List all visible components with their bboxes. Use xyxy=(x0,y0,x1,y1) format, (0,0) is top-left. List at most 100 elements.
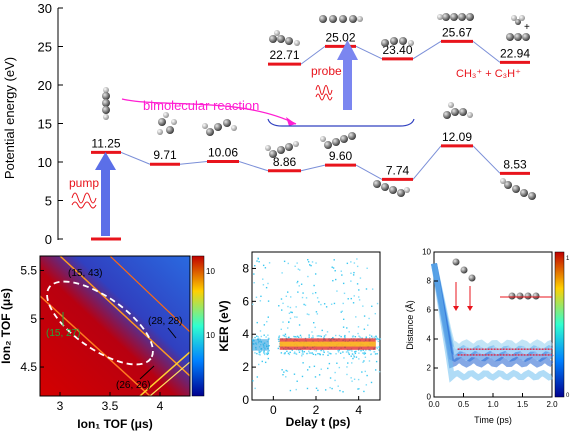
ker-point xyxy=(343,357,345,359)
ker-point xyxy=(364,370,366,373)
pump-arrow xyxy=(95,152,116,236)
tick-label: 5 xyxy=(30,312,37,326)
molecule-icon xyxy=(319,15,363,23)
ker-point xyxy=(303,350,306,353)
probe-wave-icon xyxy=(315,85,333,95)
ker-point xyxy=(255,296,258,298)
ker-point xyxy=(360,350,362,352)
ker-point xyxy=(315,387,318,389)
ker-point xyxy=(304,304,307,306)
ker-point xyxy=(254,352,256,354)
ker-point xyxy=(312,335,314,337)
ker-point xyxy=(298,349,300,351)
ker-point xyxy=(265,336,267,338)
pump-wave-icon xyxy=(71,192,97,204)
ker-point xyxy=(267,334,269,336)
ker-point xyxy=(285,376,287,378)
ker-point xyxy=(342,391,344,393)
ker-point xyxy=(253,273,255,275)
ker-point xyxy=(351,353,354,355)
ker-point xyxy=(361,337,363,339)
ker-point xyxy=(301,375,304,378)
peak-label: (15, 43) xyxy=(68,268,102,279)
energy-diagram: 0 5 10 15 20 25 30 Potential energy (eV) 11.25… xyxy=(2,1,536,247)
ker-point xyxy=(365,349,367,351)
energy-level-label: 7.74 xyxy=(386,163,410,177)
ker-point xyxy=(294,265,296,267)
coincidence-map xyxy=(40,256,190,396)
tick-label: 2 xyxy=(313,403,320,417)
distance-colorbar xyxy=(554,251,565,398)
level-connector xyxy=(412,40,442,60)
ker-point xyxy=(358,352,360,354)
ker-point xyxy=(357,388,359,390)
ker-point xyxy=(336,362,338,364)
ker-point xyxy=(321,329,323,332)
ker-point xyxy=(298,324,301,326)
ker-point xyxy=(318,374,321,376)
tick-label: 0 xyxy=(242,393,249,407)
ker-point xyxy=(329,352,331,355)
ker-point xyxy=(268,338,270,340)
ker-x-ticks: 0 2 4 xyxy=(270,396,362,417)
ker-point xyxy=(306,387,309,390)
ker-point xyxy=(305,297,308,299)
ker-point xyxy=(350,377,352,379)
molecule-icon xyxy=(437,13,474,21)
ker-point xyxy=(342,326,345,328)
level-connector xyxy=(120,151,151,165)
ker-point xyxy=(263,350,265,352)
ker-point xyxy=(281,272,283,274)
ker-point xyxy=(306,313,309,315)
ker-point xyxy=(295,306,297,308)
ker-point xyxy=(352,302,355,304)
ker-point xyxy=(289,306,292,309)
inset-molecule-icon xyxy=(452,258,552,311)
ker-point xyxy=(293,335,295,338)
ker-point xyxy=(285,369,287,372)
ker-point xyxy=(268,349,270,352)
ker-point xyxy=(350,297,352,300)
ker-point xyxy=(320,335,322,338)
ker-point xyxy=(314,273,317,275)
ker-point xyxy=(327,351,329,353)
ker-point xyxy=(350,272,352,274)
ker-point xyxy=(320,303,322,306)
ker-point xyxy=(337,385,339,387)
ker-point xyxy=(291,311,293,314)
ker-point xyxy=(355,356,358,358)
ker-point xyxy=(264,361,267,364)
ker-point xyxy=(326,331,329,333)
ker-point xyxy=(322,353,324,356)
ker-point xyxy=(264,353,266,356)
ker-y-label: KER (eV) xyxy=(217,300,231,351)
tick-label: 2 xyxy=(242,360,249,374)
ker-point xyxy=(297,268,300,270)
ker-point xyxy=(362,361,364,363)
ker-point xyxy=(312,292,314,295)
ker-point xyxy=(339,352,342,354)
energy-axis-label: Potential energy (eV) xyxy=(2,57,17,179)
ker-point xyxy=(278,345,281,348)
energy-level-label: 12.09 xyxy=(442,130,472,144)
ker-point xyxy=(299,334,302,337)
ker-point xyxy=(332,279,334,282)
ker-point xyxy=(297,291,299,293)
ker-point xyxy=(365,384,368,386)
ker-point xyxy=(323,351,325,354)
molecule-icon xyxy=(381,37,414,47)
ker-point xyxy=(282,321,284,323)
ker-point xyxy=(296,335,299,338)
ker-point xyxy=(293,351,296,353)
ker-point xyxy=(288,336,290,339)
distance-panel: 1 0 0.0 0.5 1.0 1.5 2.0 0 2 4 6 8 10 Time (ps) Di… xyxy=(405,248,570,425)
ker-point xyxy=(300,283,303,285)
ker-point xyxy=(320,368,322,370)
ker-point xyxy=(307,275,309,278)
ker-point xyxy=(331,387,333,390)
tick-label: 4.5 xyxy=(20,360,37,374)
ker-point xyxy=(357,326,360,328)
ker-point xyxy=(264,352,266,354)
ker-point xyxy=(261,360,263,363)
ker-point xyxy=(339,389,341,392)
